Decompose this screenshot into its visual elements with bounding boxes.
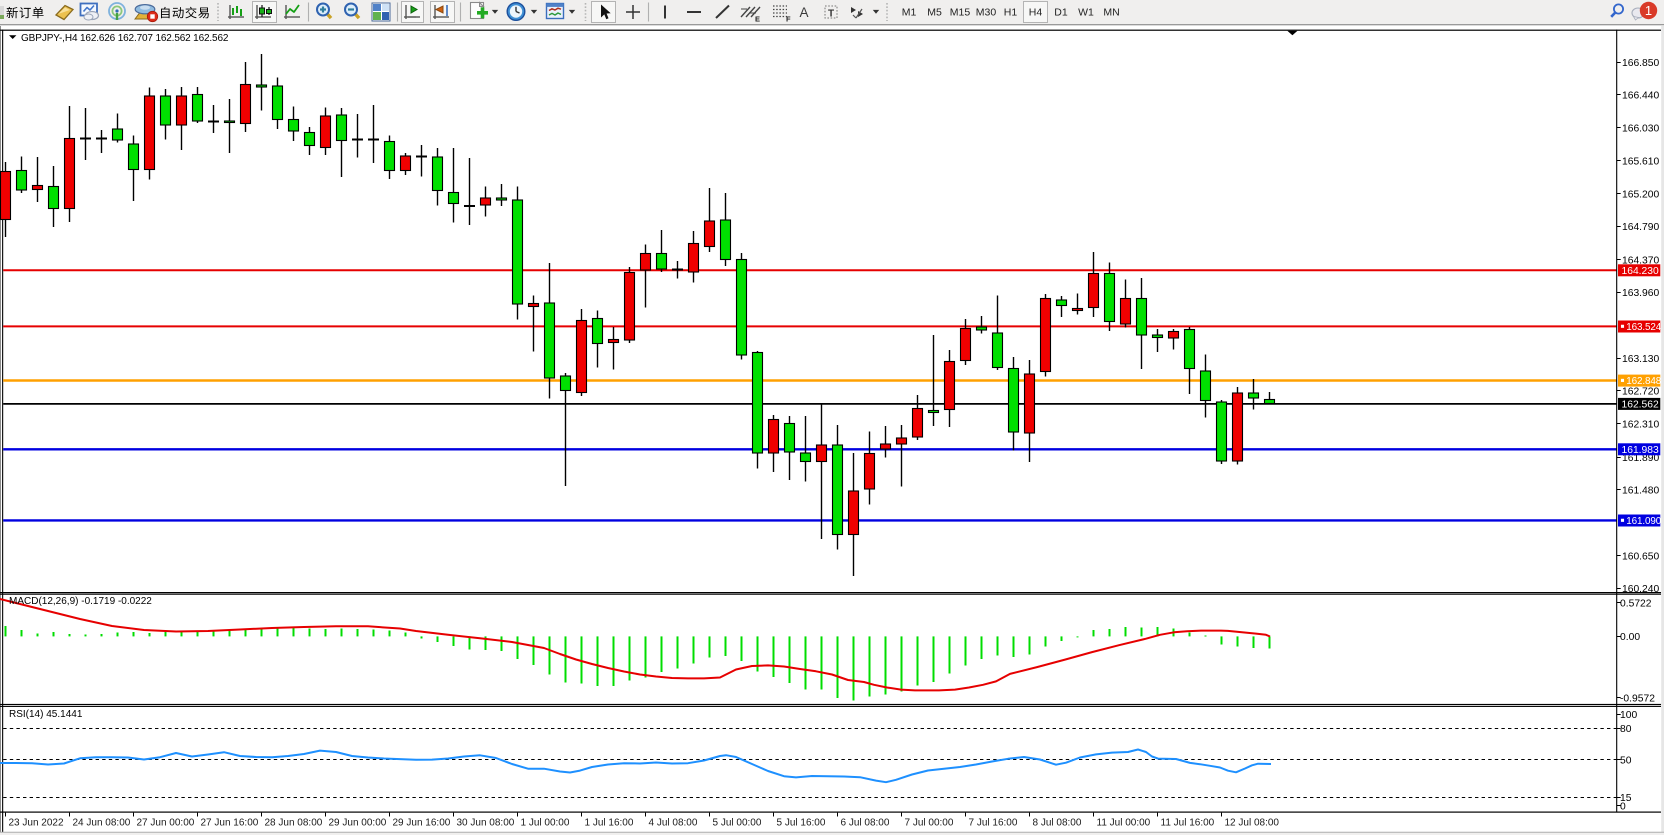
svg-text:162.626 162.707 162.562 162.56: 162.626 162.707 162.562 162.562 <box>80 33 229 44</box>
svg-text:166.030: 166.030 <box>1622 123 1659 134</box>
svg-text:100: 100 <box>1620 710 1637 721</box>
svg-text:161.480: 161.480 <box>1622 485 1659 496</box>
svg-text:160.650: 160.650 <box>1622 552 1659 563</box>
svg-text:T: T <box>828 9 834 20</box>
svg-text:28 Jun 08:00: 28 Jun 08:00 <box>265 818 323 829</box>
svg-text:166.440: 166.440 <box>1622 91 1659 102</box>
svg-text:1 Jul 00:00: 1 Jul 00:00 <box>521 818 570 829</box>
svg-text:A: A <box>799 5 808 20</box>
svg-text:161.090: 161.090 <box>1626 516 1662 527</box>
svg-text:0.5722: 0.5722 <box>1620 598 1652 609</box>
svg-text:E: E <box>755 15 760 24</box>
svg-text:1 Jul 16:00: 1 Jul 16:00 <box>585 818 634 829</box>
svg-text:164.230: 164.230 <box>1622 266 1659 277</box>
svg-text:11 Jul 00:00: 11 Jul 00:00 <box>1097 818 1151 829</box>
svg-text:7 Jul 16:00: 7 Jul 16:00 <box>969 818 1018 829</box>
svg-text:50: 50 <box>1620 755 1632 766</box>
svg-text:0.00: 0.00 <box>1620 632 1640 643</box>
svg-text:29 Jun 00:00: 29 Jun 00:00 <box>329 818 387 829</box>
svg-text:5 Jul 00:00: 5 Jul 00:00 <box>713 818 762 829</box>
svg-text:M5: M5 <box>927 7 942 19</box>
svg-text:163.960: 163.960 <box>1622 288 1659 299</box>
svg-text:F: F <box>786 15 791 24</box>
svg-text:D1: D1 <box>1054 7 1068 19</box>
svg-text:MN: MN <box>1103 7 1119 19</box>
svg-text:163.130: 163.130 <box>1622 354 1659 365</box>
svg-text:23 Jun 2022: 23 Jun 2022 <box>9 818 64 829</box>
svg-text:M15: M15 <box>950 7 971 19</box>
svg-text:12 Jul 08:00: 12 Jul 08:00 <box>1225 818 1280 829</box>
svg-text:H4: H4 <box>1029 7 1043 19</box>
svg-text:165.200: 165.200 <box>1622 189 1659 200</box>
svg-text:7 Jul 00:00: 7 Jul 00:00 <box>905 818 954 829</box>
svg-text:166.850: 166.850 <box>1622 58 1659 69</box>
svg-text:163.524: 163.524 <box>1626 322 1662 333</box>
svg-text:MACD(12,26,9) -0.1719 -0.0222: MACD(12,26,9) -0.1719 -0.0222 <box>9 596 152 607</box>
svg-text:-0.9572: -0.9572 <box>1620 694 1655 705</box>
svg-text:M30: M30 <box>976 7 997 19</box>
svg-text:160.240: 160.240 <box>1622 584 1659 595</box>
svg-text:GBPJPY-,H4: GBPJPY-,H4 <box>21 33 78 44</box>
svg-text:H1: H1 <box>1004 7 1018 19</box>
svg-text:164.790: 164.790 <box>1622 222 1659 233</box>
svg-text:M1: M1 <box>902 7 917 19</box>
svg-text:164.370: 164.370 <box>1622 255 1659 266</box>
svg-text:4 Jul 08:00: 4 Jul 08:00 <box>649 818 698 829</box>
svg-text:5 Jul 16:00: 5 Jul 16:00 <box>777 818 826 829</box>
svg-text:161.890: 161.890 <box>1622 453 1659 464</box>
svg-text:30 Jun 08:00: 30 Jun 08:00 <box>457 818 515 829</box>
svg-text:RSI(14) 45.1441: RSI(14) 45.1441 <box>9 709 83 720</box>
svg-text:15: 15 <box>1620 793 1632 804</box>
svg-text:162.848: 162.848 <box>1626 376 1662 387</box>
svg-text:8 Jul 08:00: 8 Jul 08:00 <box>1033 818 1082 829</box>
svg-text:80: 80 <box>1620 724 1632 735</box>
svg-text:W1: W1 <box>1078 7 1094 19</box>
svg-text:27 Jun 00:00: 27 Jun 00:00 <box>137 818 195 829</box>
svg-text:161.983: 161.983 <box>1622 445 1659 456</box>
svg-text:165.610: 165.610 <box>1622 157 1659 168</box>
svg-text:162.720: 162.720 <box>1622 387 1659 398</box>
svg-text:24 Jun 08:00: 24 Jun 08:00 <box>73 818 131 829</box>
svg-text:29 Jun 16:00: 29 Jun 16:00 <box>393 818 451 829</box>
svg-text:1: 1 <box>1645 3 1652 18</box>
svg-text:162.310: 162.310 <box>1622 419 1659 430</box>
svg-text:6 Jul 08:00: 6 Jul 08:00 <box>841 818 890 829</box>
svg-text:162.562: 162.562 <box>1622 400 1659 411</box>
svg-text:27 Jun 16:00: 27 Jun 16:00 <box>201 818 259 829</box>
svg-text:0: 0 <box>1620 801 1626 812</box>
svg-text:11 Jul 16:00: 11 Jul 16:00 <box>1161 818 1215 829</box>
